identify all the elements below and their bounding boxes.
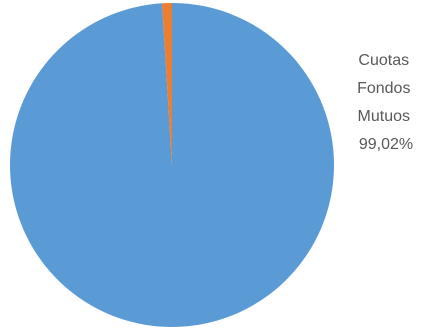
slice-label-line-1: Cuotas <box>358 52 409 69</box>
slice-label-line-2: Fondos <box>357 80 410 97</box>
slice-percent-label: 99,02% <box>359 136 413 153</box>
slice-label-line-3: Mutuos <box>358 108 410 125</box>
slice-label-cuotas: Cuotas Fondos Mutuos 99,02% <box>357 52 415 153</box>
pie-slice-1 <box>162 3 172 165</box>
pie-slices <box>9 3 334 327</box>
pie-slice-0 <box>9 3 334 327</box>
